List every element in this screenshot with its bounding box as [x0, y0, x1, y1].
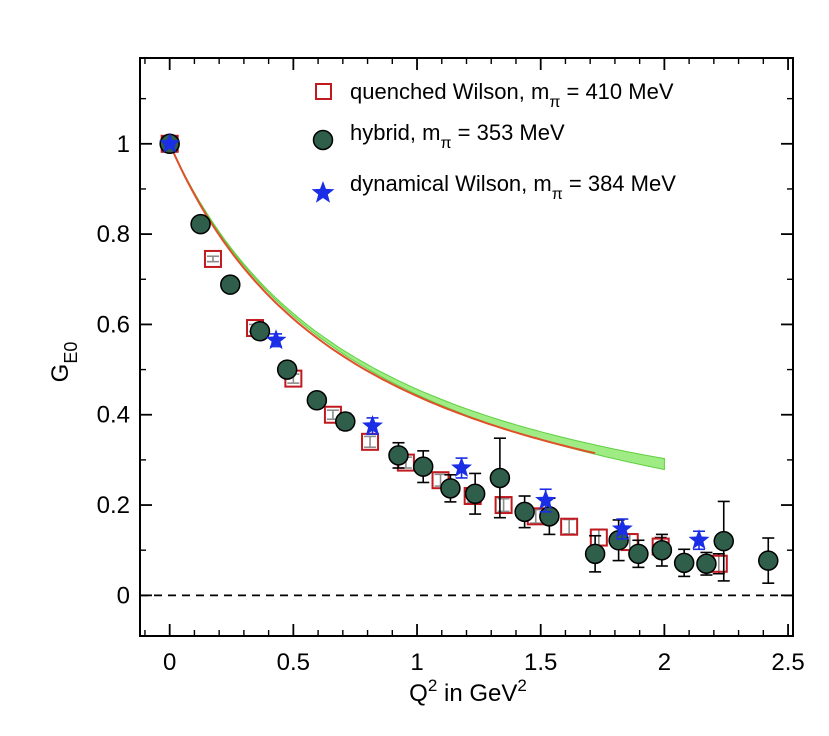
dynamical-point — [688, 529, 710, 550]
fit-band — [169, 143, 665, 471]
hybrid-point — [249, 320, 271, 342]
quenched-point — [203, 249, 222, 268]
dynamical-point — [611, 517, 633, 538]
legend-label-dynamical: dynamical Wilson, mπ = 384 MeV — [350, 171, 676, 203]
series-dynamical — [159, 132, 710, 551]
legend-label-hybrid: hybrid, mπ = 353 MeV — [350, 120, 565, 152]
legend-entry-quenched: quenched Wilson, mπ = 410 MeV — [315, 79, 674, 111]
x-tick-label: 1 — [410, 649, 423, 676]
x-axis-label: Q2 in GeV2 — [409, 676, 527, 707]
hybrid-point — [539, 506, 560, 527]
hybrid-point — [440, 478, 461, 499]
x-tick-label: 1.5 — [524, 649, 557, 676]
hybrid-point — [758, 550, 779, 571]
y-axis-label: GE0 — [47, 342, 81, 383]
quenched-point — [589, 528, 608, 547]
hybrid-point — [713, 530, 734, 552]
y-tick-label: 0 — [117, 582, 130, 609]
fit-line — [168, 143, 596, 455]
legend: quenched Wilson, mπ = 410 MeV hybrid, mπ… — [311, 79, 676, 203]
y-tick-label: 0.8 — [97, 221, 130, 248]
hybrid-point — [276, 359, 298, 380]
hybrid-point — [190, 213, 211, 235]
y-tick-label: 0.2 — [97, 492, 130, 519]
x-tick-label: 0 — [163, 649, 176, 676]
x-tick-label: 2.5 — [771, 649, 804, 676]
hybrid-point — [489, 467, 511, 489]
y-tick-label: 0.4 — [97, 402, 130, 429]
dynamical-point — [451, 457, 473, 477]
legend-marker-square — [315, 83, 332, 100]
x-tick-label: 2 — [658, 649, 671, 676]
hybrid-point — [220, 274, 241, 295]
series-quenched — [160, 134, 728, 575]
hybrid-point — [696, 553, 717, 574]
series-hybrid — [159, 133, 779, 584]
legend-marker-star — [311, 181, 335, 203]
hybrid-point — [628, 543, 649, 565]
x-tick-label: 0.5 — [277, 649, 310, 676]
y-tick-label: 1 — [117, 131, 130, 158]
hybrid-point — [306, 390, 328, 411]
hybrid-point — [464, 483, 486, 505]
hybrid-point — [673, 552, 695, 574]
hybrid-point — [388, 445, 409, 466]
dynamical-point — [159, 132, 181, 153]
dynamical-point — [535, 489, 557, 510]
dynamical-point — [265, 329, 287, 350]
quenched-point — [494, 496, 513, 515]
plot-content — [140, 132, 793, 597]
legend-label-quenched: quenched Wilson, mπ = 410 MeV — [350, 79, 674, 111]
dynamical-point — [362, 415, 383, 435]
hybrid-point — [514, 501, 535, 523]
legend-marker-circle — [312, 129, 334, 151]
hybrid-point — [584, 543, 606, 565]
y-tick-label: 0.6 — [97, 311, 130, 338]
y-axis-ticks: 0 0.2 0.4 0.6 0.8 1 — [97, 97, 793, 609]
hybrid-point — [335, 411, 356, 432]
hybrid-point — [412, 456, 434, 477]
hybrid-point — [651, 539, 673, 561]
x-axis-ticks: 0 0.5 1 1.5 2 2.5 — [144, 58, 805, 676]
quenched-point — [560, 517, 579, 536]
quenched-point — [361, 432, 380, 451]
legend-entry-dynamical: dynamical Wilson, mπ = 384 MeV — [311, 171, 676, 203]
legend-entry-hybrid: hybrid, mπ = 353 MeV — [312, 120, 565, 152]
